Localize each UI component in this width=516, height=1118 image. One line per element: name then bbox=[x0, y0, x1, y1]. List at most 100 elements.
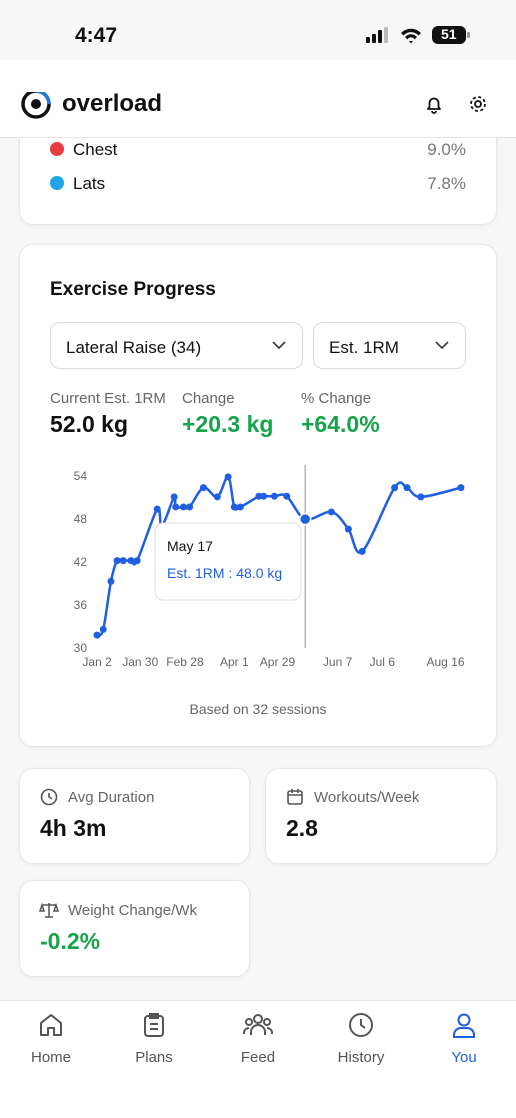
data-point bbox=[417, 493, 425, 501]
app-header-cover bbox=[0, 60, 516, 138]
data-point bbox=[344, 525, 352, 533]
home-icon bbox=[40, 1014, 62, 1036]
muscle-name: Lats bbox=[73, 174, 106, 193]
data-point bbox=[403, 484, 411, 492]
calendar-icon bbox=[287, 789, 303, 805]
app-logo bbox=[21, 92, 51, 119]
chart-note: Based on 32 sessions bbox=[190, 701, 327, 717]
data-point bbox=[213, 493, 221, 501]
nav-label: History bbox=[337, 1049, 385, 1066]
nav-label: Plans bbox=[135, 1049, 173, 1066]
legend-dot bbox=[50, 142, 64, 156]
stat-value: -0.2% bbox=[40, 928, 101, 954]
data-point bbox=[119, 557, 127, 565]
stat-value: +20.3 kg bbox=[182, 411, 274, 437]
tooltip-label: Est. 1RM : 48.0 kg bbox=[167, 565, 282, 581]
x-tick-label: Jan 2 bbox=[82, 655, 112, 669]
data-point bbox=[283, 492, 291, 500]
clock-icon bbox=[40, 788, 58, 806]
data-point bbox=[133, 557, 141, 565]
progress-chart: 30 36 42 48 54 Jan 2 Jan 30 Feb 28 Apr 1 Apr 29 Ju… bbox=[74, 465, 465, 717]
data-point bbox=[127, 557, 135, 565]
nav-label: You bbox=[451, 1049, 477, 1066]
scale-icon bbox=[39, 902, 59, 918]
stat-label: % Change bbox=[301, 390, 372, 407]
muscle-share: 7.8% bbox=[427, 174, 466, 193]
stat-label: Change bbox=[182, 390, 235, 407]
nav-home[interactable]: Home bbox=[6, 1012, 96, 1066]
battery-level: 51 bbox=[441, 26, 457, 42]
data-point bbox=[172, 503, 180, 511]
stat-card bbox=[19, 880, 250, 977]
data-point bbox=[260, 492, 268, 500]
muscle-share: 9.0% bbox=[427, 140, 466, 159]
plans-icon bbox=[144, 1013, 164, 1037]
data-point bbox=[236, 503, 244, 511]
stat-label: Workouts/Week bbox=[314, 789, 420, 806]
x-tick-label: Jun 7 bbox=[323, 655, 353, 669]
x-tick-label: Jan 30 bbox=[122, 655, 158, 669]
stat-card bbox=[19, 768, 250, 864]
nav-you[interactable]: You bbox=[419, 1012, 509, 1066]
x-tick-label: Apr 29 bbox=[260, 655, 296, 669]
tooltip-title: May 17 bbox=[167, 538, 213, 554]
chevron bbox=[435, 341, 449, 350]
data-point bbox=[457, 484, 465, 492]
data-point bbox=[230, 503, 238, 511]
nav-label: Home bbox=[30, 1049, 71, 1066]
y-tick-label: 30 bbox=[74, 641, 88, 655]
stat-value: +64.0% bbox=[301, 411, 380, 437]
muscle-name: Chest bbox=[73, 140, 118, 159]
select-value: Est. 1RM bbox=[329, 338, 399, 357]
status-time: 4:47 bbox=[75, 24, 118, 47]
stat-card bbox=[265, 768, 497, 864]
y-tick-label: 54 bbox=[74, 469, 88, 483]
status-icons bbox=[366, 26, 470, 44]
history-icon bbox=[349, 1013, 373, 1037]
nav-history[interactable]: History bbox=[316, 1012, 406, 1066]
stat-value: 52.0 kg bbox=[50, 411, 128, 437]
nav-plans[interactable]: Plans bbox=[109, 1012, 199, 1066]
data-point bbox=[186, 503, 194, 511]
x-tick-label: Apr 1 bbox=[220, 655, 249, 669]
data-point bbox=[170, 493, 178, 501]
data-point bbox=[113, 557, 121, 565]
data-point bbox=[358, 547, 366, 555]
data-point bbox=[107, 577, 115, 585]
exercise-select[interactable]: Lateral Raise (34) bbox=[50, 322, 303, 369]
data-point bbox=[298, 512, 312, 526]
app-name: overload bbox=[62, 90, 163, 117]
nav-feed[interactable]: Feed bbox=[213, 1012, 303, 1066]
data-point bbox=[327, 508, 335, 516]
data-point bbox=[93, 631, 101, 639]
bottom-nav bbox=[0, 1000, 516, 1118]
metric-select[interactable]: Est. 1RM bbox=[313, 322, 466, 369]
stat-label: Current Est. 1RM bbox=[50, 390, 166, 407]
data-point bbox=[99, 625, 107, 633]
card-title: Exercise Progress bbox=[50, 279, 216, 300]
select-value: Lateral Raise (34) bbox=[66, 338, 202, 357]
x-tick-label: Jul 6 bbox=[370, 655, 396, 669]
stat-label: Weight Change/Wk bbox=[68, 902, 197, 919]
x-tick-label: Aug 16 bbox=[426, 655, 464, 669]
nav-label: Feed bbox=[240, 1049, 276, 1066]
chevron bbox=[272, 341, 286, 350]
data-point bbox=[224, 473, 232, 481]
settings-button[interactable] bbox=[468, 94, 488, 114]
data-point bbox=[179, 503, 187, 511]
data-point bbox=[199, 484, 207, 492]
stat-value: 4h 3m bbox=[40, 815, 107, 841]
y-tick-label: 48 bbox=[74, 512, 88, 526]
data-point bbox=[153, 505, 161, 513]
stat-value: 2.8 bbox=[286, 815, 318, 841]
tooltip-box bbox=[154, 522, 302, 601]
feed-icon bbox=[243, 1014, 273, 1035]
you-icon bbox=[453, 1013, 475, 1038]
data-point bbox=[391, 484, 399, 492]
data-point bbox=[270, 492, 278, 500]
notifications-button[interactable] bbox=[424, 94, 444, 114]
stat-label: Avg Duration bbox=[68, 789, 155, 806]
y-tick-label: 36 bbox=[74, 598, 88, 612]
y-tick-label: 42 bbox=[74, 555, 88, 569]
